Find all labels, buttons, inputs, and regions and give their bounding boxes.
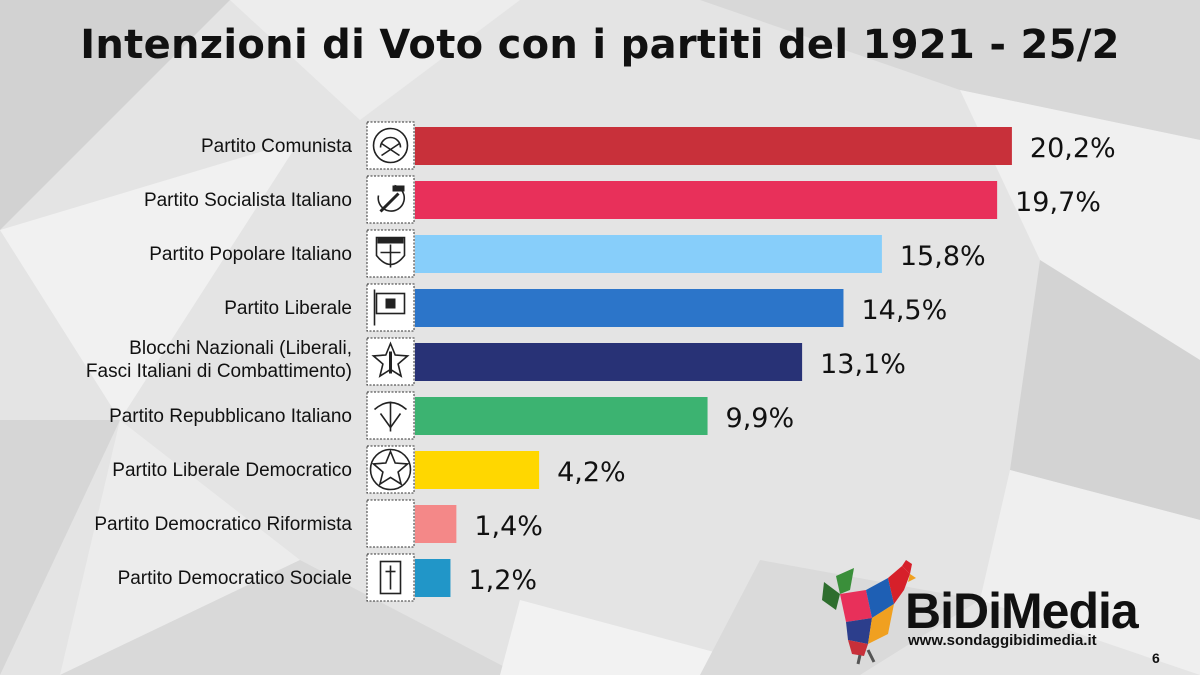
bar xyxy=(415,397,708,435)
bar xyxy=(415,559,451,597)
category-label: Partito Liberale xyxy=(224,298,352,319)
bidimedia-logo xyxy=(818,560,1188,665)
category-label: Fasci Italiani di Combattimento) xyxy=(86,361,352,382)
communist-emblem-icon xyxy=(366,121,415,170)
value-label: 1,4% xyxy=(474,511,543,542)
value-label: 20,2% xyxy=(1030,133,1116,164)
value-label: 15,8% xyxy=(900,241,986,272)
value-label: 9,9% xyxy=(726,403,795,434)
blank-icon xyxy=(366,499,415,548)
page-number: 6 xyxy=(1152,650,1160,666)
bar xyxy=(415,451,540,489)
category-label: Partito Popolare Italiano xyxy=(149,244,352,265)
bar xyxy=(415,181,998,219)
rooster-logo-icon xyxy=(822,560,916,665)
category-label: Blocchi Nazionali (Liberali, xyxy=(129,338,352,359)
bar xyxy=(415,505,457,543)
libertas-shield-icon xyxy=(366,229,415,278)
category-label: Partito Liberale Democratico xyxy=(112,460,352,481)
category-label: Partito Socialista Italiano xyxy=(144,190,352,211)
category-label: Partito Democratico Riformista xyxy=(94,514,352,535)
bar xyxy=(415,289,844,327)
bar xyxy=(415,127,1012,165)
page-title: Intenzioni di Voto con i partiti del 192… xyxy=(80,22,1120,68)
social-democratic-emblem-icon xyxy=(366,553,415,602)
liberal-flag-icon xyxy=(366,283,415,332)
category-label: Partito Democratico Sociale xyxy=(118,568,352,589)
republican-emblem-icon xyxy=(366,391,415,440)
category-label: Partito Repubblicano Italiano xyxy=(109,406,352,427)
value-label: 14,5% xyxy=(861,295,947,326)
bar xyxy=(415,343,803,381)
value-label: 19,7% xyxy=(1015,187,1101,218)
liberal-democratic-star-icon xyxy=(366,445,415,494)
bar xyxy=(415,235,882,273)
brand-url[interactable]: www.sondaggibidimedia.it xyxy=(908,632,1097,649)
category-label: Partito Comunista xyxy=(201,136,352,157)
value-label: 4,2% xyxy=(557,457,626,488)
star-fasces-icon xyxy=(366,337,415,386)
hammer-sickle-icon xyxy=(366,175,415,224)
value-label: 13,1% xyxy=(820,349,906,380)
value-label: 1,2% xyxy=(468,565,537,596)
brand-name: BiDiMedia xyxy=(905,583,1139,639)
